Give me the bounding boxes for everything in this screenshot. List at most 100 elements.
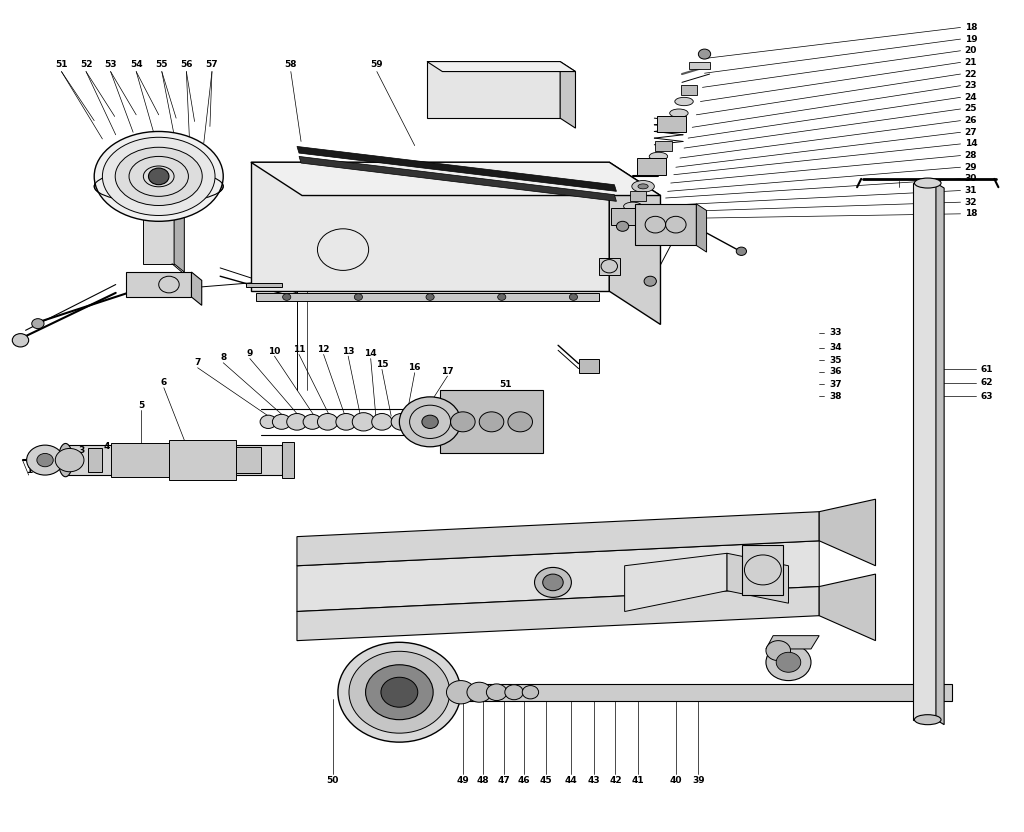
Ellipse shape <box>914 178 941 188</box>
Text: 43: 43 <box>588 776 600 785</box>
Text: 13: 13 <box>342 347 354 355</box>
Text: 63: 63 <box>981 392 993 400</box>
Circle shape <box>616 221 629 231</box>
Ellipse shape <box>94 170 223 203</box>
Polygon shape <box>66 445 282 475</box>
Text: 23: 23 <box>965 82 977 90</box>
Polygon shape <box>246 283 282 287</box>
Text: 14: 14 <box>965 140 977 148</box>
Circle shape <box>391 414 412 430</box>
Circle shape <box>55 448 84 472</box>
Text: 20: 20 <box>965 47 977 55</box>
Polygon shape <box>766 636 819 649</box>
Polygon shape <box>412 684 952 701</box>
Ellipse shape <box>670 109 688 117</box>
Circle shape <box>32 319 44 329</box>
Text: 28: 28 <box>965 151 977 160</box>
Circle shape <box>479 412 504 432</box>
Polygon shape <box>611 208 640 225</box>
Text: 61: 61 <box>981 365 993 374</box>
Text: 3: 3 <box>79 447 85 455</box>
Text: 8: 8 <box>220 354 226 362</box>
Polygon shape <box>630 191 646 201</box>
Text: 52: 52 <box>80 61 92 69</box>
Polygon shape <box>143 210 174 264</box>
Ellipse shape <box>638 184 648 189</box>
Text: 24: 24 <box>965 93 977 102</box>
Text: 2: 2 <box>53 455 59 463</box>
Polygon shape <box>657 116 686 132</box>
Text: 12: 12 <box>317 345 330 354</box>
Text: 17: 17 <box>441 367 454 375</box>
Polygon shape <box>427 62 560 118</box>
Text: 18: 18 <box>965 210 977 218</box>
Text: 15: 15 <box>376 360 388 369</box>
Circle shape <box>766 644 811 681</box>
Circle shape <box>283 294 291 300</box>
Text: 51: 51 <box>500 380 512 389</box>
Polygon shape <box>742 545 783 595</box>
Polygon shape <box>625 553 727 612</box>
Text: 18: 18 <box>965 23 977 32</box>
Polygon shape <box>913 183 936 720</box>
Text: 5: 5 <box>138 401 144 409</box>
Circle shape <box>498 294 506 300</box>
Polygon shape <box>637 158 666 175</box>
Text: 47: 47 <box>498 776 510 785</box>
Polygon shape <box>88 448 102 472</box>
Text: 36: 36 <box>829 368 842 376</box>
Circle shape <box>426 294 434 300</box>
Text: 60: 60 <box>436 66 449 74</box>
Polygon shape <box>696 204 707 252</box>
Text: 22: 22 <box>965 70 977 78</box>
Text: 6: 6 <box>161 379 167 387</box>
Circle shape <box>349 651 450 733</box>
Circle shape <box>260 415 276 428</box>
Circle shape <box>354 294 362 300</box>
Text: 10: 10 <box>268 347 281 355</box>
Text: 51: 51 <box>55 61 68 69</box>
Text: 44: 44 <box>565 776 578 785</box>
Circle shape <box>486 684 507 701</box>
Text: 27: 27 <box>965 128 977 136</box>
Text: 25: 25 <box>965 105 977 113</box>
Circle shape <box>287 414 307 430</box>
Circle shape <box>569 294 578 300</box>
Polygon shape <box>256 293 599 301</box>
Text: 7: 7 <box>195 359 201 367</box>
Circle shape <box>338 642 461 742</box>
Circle shape <box>535 567 571 597</box>
Polygon shape <box>635 204 696 245</box>
Ellipse shape <box>58 443 73 477</box>
Text: 56: 56 <box>180 61 193 69</box>
Circle shape <box>766 641 791 661</box>
Circle shape <box>303 414 322 429</box>
Polygon shape <box>282 442 294 478</box>
Circle shape <box>272 414 291 429</box>
Polygon shape <box>655 141 672 151</box>
Polygon shape <box>936 183 944 725</box>
Text: 21: 21 <box>965 58 977 67</box>
Text: 40: 40 <box>670 776 682 785</box>
Polygon shape <box>560 62 575 128</box>
Text: 54: 54 <box>130 61 142 69</box>
Polygon shape <box>681 85 697 95</box>
Circle shape <box>736 247 746 255</box>
Ellipse shape <box>115 147 203 206</box>
Circle shape <box>372 414 392 430</box>
Text: 11: 11 <box>293 345 305 354</box>
Text: 55: 55 <box>156 61 168 69</box>
Text: 14: 14 <box>365 349 377 358</box>
Text: 50: 50 <box>327 776 339 785</box>
Circle shape <box>776 652 801 672</box>
Polygon shape <box>427 62 575 72</box>
Polygon shape <box>251 162 609 291</box>
Text: 9: 9 <box>247 349 253 358</box>
Text: 45: 45 <box>540 776 552 785</box>
Ellipse shape <box>675 97 693 106</box>
Circle shape <box>381 677 418 707</box>
Polygon shape <box>689 62 710 69</box>
Circle shape <box>12 334 29 347</box>
Polygon shape <box>297 512 819 566</box>
Text: 30: 30 <box>965 175 977 183</box>
